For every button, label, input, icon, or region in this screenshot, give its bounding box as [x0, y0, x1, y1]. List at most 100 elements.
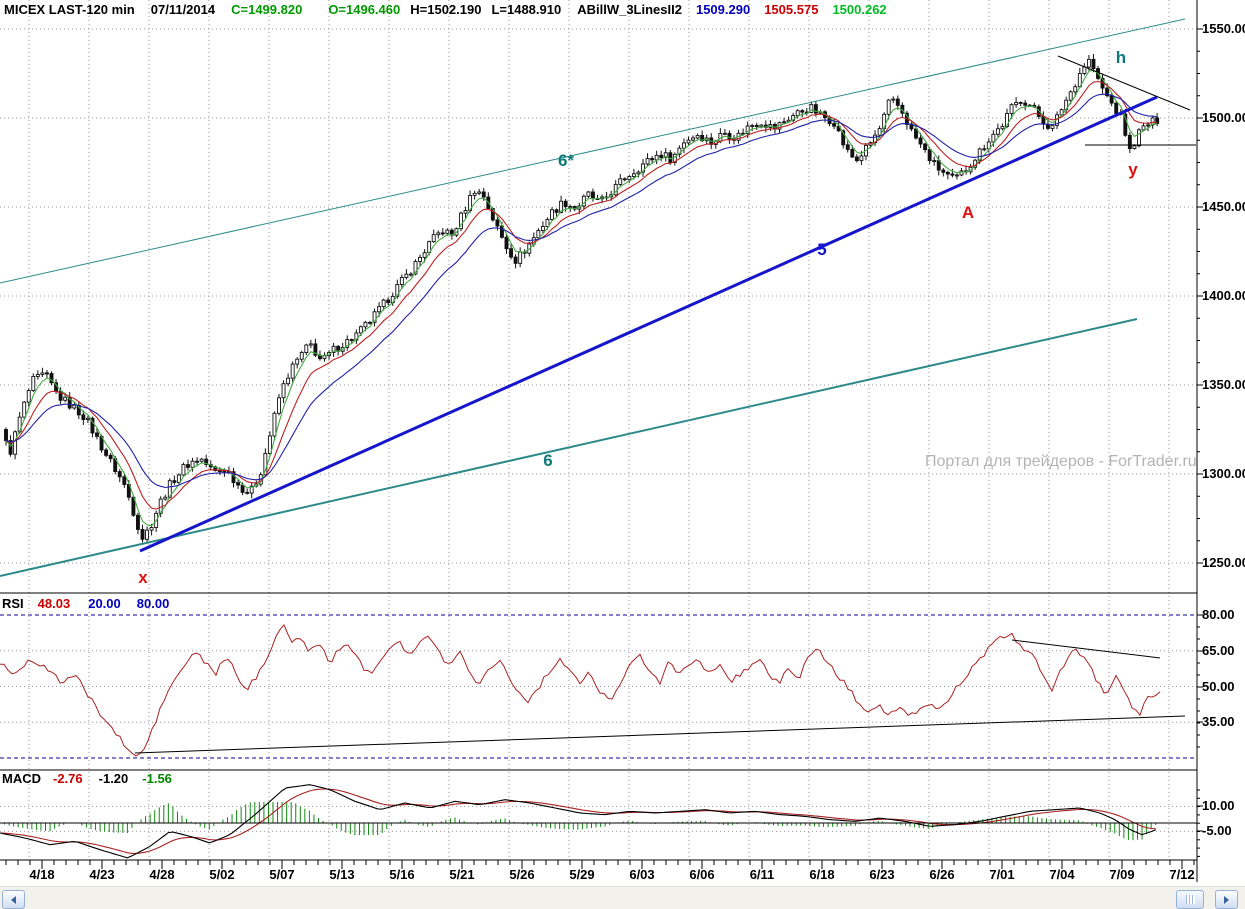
date-label: 7/04 [1049, 867, 1075, 882]
candle-body [832, 123, 837, 127]
candle-body [377, 306, 382, 313]
candle-body [1068, 91, 1073, 101]
quote-high: H=1502.190 [410, 2, 482, 17]
symbol-title: MICEX LAST-120 min [4, 2, 135, 17]
date-label: 7/01 [989, 867, 1015, 882]
scroll-right-button[interactable] [1215, 890, 1238, 909]
candle-body [1109, 95, 1114, 104]
chart-header: MICEX LAST-120 min 07/11/2014 C=1499.820… [4, 2, 887, 17]
candle-body [641, 163, 645, 173]
date-label: 5/02 [209, 867, 235, 882]
candle-body [436, 232, 441, 236]
date-label: 6/03 [629, 867, 655, 882]
candle-body [90, 417, 95, 434]
candle-body [181, 464, 186, 476]
date-label: 7/12 [1169, 867, 1195, 882]
date-label: 6/26 [929, 867, 955, 882]
candle-body [459, 212, 463, 230]
candle-body [1082, 66, 1087, 74]
candle-body [782, 121, 786, 124]
candle-body [1000, 125, 1005, 130]
candle-body [35, 374, 40, 377]
candle-body [281, 383, 286, 399]
scroll-left-button[interactable] [2, 890, 25, 909]
candle-body [1141, 125, 1146, 131]
candle-body [654, 154, 659, 161]
candle-body [95, 432, 99, 437]
ma-red-line [5, 80, 1158, 510]
candle-body [349, 339, 354, 341]
candle-body [668, 152, 673, 163]
candle-body [140, 528, 145, 540]
candle-body [190, 460, 195, 468]
head-down-line-line [1057, 55, 1191, 111]
candle-body [886, 99, 891, 115]
axis-tick-label: 1350.00 [1202, 377, 1245, 392]
candle-body [809, 104, 814, 113]
candle-body [399, 276, 404, 285]
candle-body [695, 135, 700, 139]
candle-body [568, 206, 573, 208]
candle-body [909, 124, 914, 130]
candle-body [631, 173, 636, 177]
candle-body [404, 273, 409, 278]
candle-body [386, 299, 391, 304]
candle-body [31, 375, 36, 391]
quote-close: C=1499.820 [231, 2, 303, 17]
candle-body [1073, 86, 1078, 93]
candle-body [481, 191, 486, 198]
macd-label: MACD [2, 771, 41, 786]
candle-body [1050, 124, 1055, 129]
candle-body [1023, 102, 1028, 106]
candle-body [418, 256, 422, 262]
quote-low: L=1488.910 [491, 2, 562, 17]
candle-body [627, 176, 632, 181]
candle-body [636, 171, 641, 175]
candle-body [500, 225, 504, 238]
axis-tick-label: 35.00 [1202, 714, 1235, 729]
horizontal-scrollbar[interactable] [0, 886, 1245, 909]
upper-channel-6star-line [0, 18, 1186, 284]
candle-body [1123, 113, 1128, 136]
candle-body [1155, 117, 1160, 124]
candle-body [700, 135, 705, 142]
rsi-indicator-label: RSI 48.03 20.00 80.00 [2, 596, 169, 611]
candle-body [586, 191, 591, 197]
candle-body [559, 200, 564, 213]
candle-body [81, 414, 86, 420]
scrollbar-thumb[interactable] [1176, 890, 1204, 909]
candle-body [1009, 104, 1014, 114]
candle-body [176, 474, 181, 483]
candle-body [145, 529, 150, 540]
candle-body [308, 343, 313, 346]
date-label: 5/13 [329, 867, 355, 882]
candle-body [395, 284, 400, 297]
candle-body [381, 299, 386, 308]
axis-tick-label: 80.00 [1202, 607, 1235, 622]
candle-body [854, 156, 859, 162]
candle-body [495, 219, 500, 227]
candle-body [672, 153, 677, 163]
candle-body [345, 339, 350, 348]
candle-body [918, 137, 923, 145]
candle-body [850, 148, 855, 158]
rsi-value: 48.03 [37, 596, 71, 611]
candle-body [618, 178, 623, 185]
right-arrow-icon [1224, 895, 1229, 904]
date-label: 6/11 [749, 867, 775, 882]
wave-annotation-6: 6 [543, 451, 553, 470]
axis-tick-label: 65.00 [1202, 643, 1235, 658]
candle-body [358, 326, 363, 334]
candle-body [650, 158, 655, 161]
axis-tick-label: 50.00 [1202, 679, 1235, 694]
candle-body [267, 435, 272, 454]
candle-body [1086, 58, 1091, 68]
macd-indicator-label: MACD -2.76 -1.20 -1.56 [2, 771, 172, 786]
candle-body [927, 149, 932, 162]
axis-tick-label: 1500.00 [1202, 110, 1245, 125]
date-label: 7/09 [1109, 867, 1135, 882]
candle-body [149, 527, 154, 531]
candle-body [841, 130, 846, 146]
candle-body [877, 128, 882, 136]
